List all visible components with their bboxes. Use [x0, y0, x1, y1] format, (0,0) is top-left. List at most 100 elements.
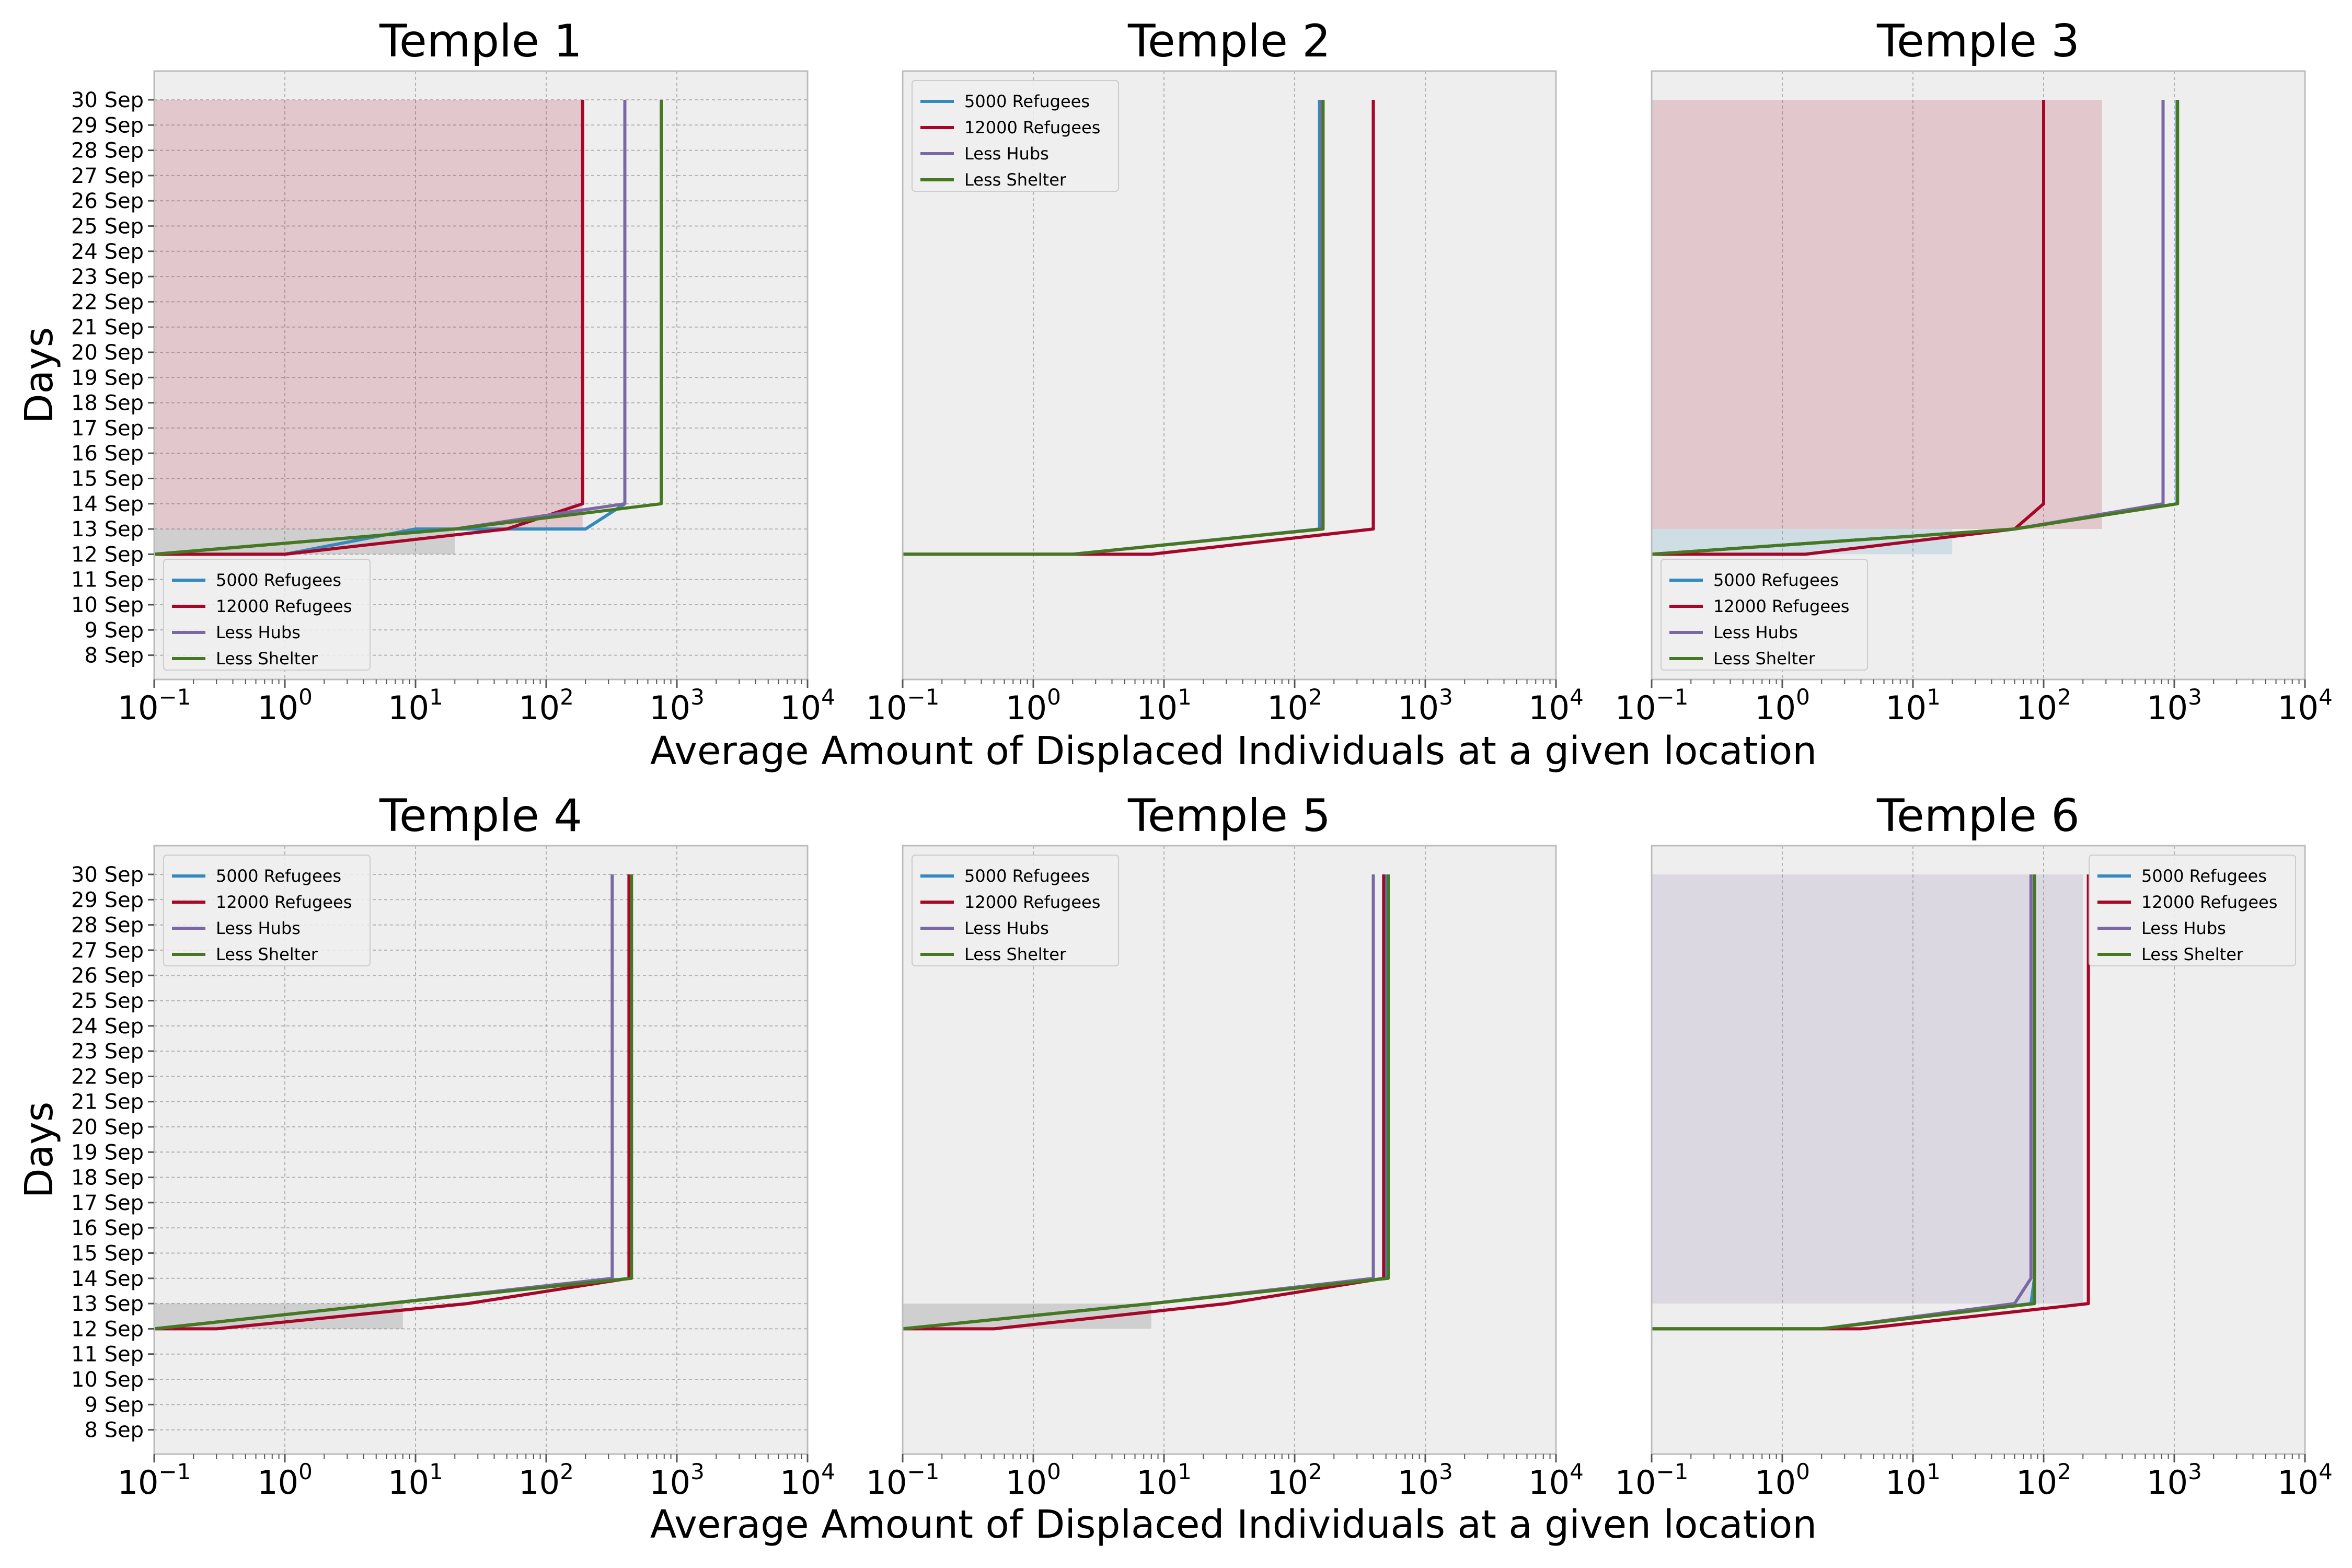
legend: 5000 Refugees 12000 Refugees Less Hubs Less…: [163, 559, 371, 671]
y-tick-label: 16 Sep: [71, 442, 144, 466]
y-tick-label: 12 Sep: [71, 1317, 144, 1341]
legend-box: [163, 855, 371, 966]
y-tick-label: 9 Sep: [84, 1393, 144, 1417]
y-tick-label: 24 Sep: [71, 1014, 144, 1039]
series-line-less-shelter: [902, 874, 1390, 1331]
legend-entry: 5000 Refugees: [964, 866, 1090, 886]
y-tick-label: 14 Sep: [71, 1267, 144, 1291]
series-line-12000-refugees: [154, 100, 584, 556]
y-tick-label: 29 Sep: [71, 888, 144, 912]
legend-entry: Less Shelter: [216, 649, 318, 668]
x-tick-label: 101: [388, 684, 443, 727]
x-tick-label: 101: [1136, 684, 1192, 727]
x-tick-label: 101: [388, 1459, 443, 1502]
y-tick-label: 19 Sep: [71, 366, 144, 390]
confidence-band: [154, 100, 583, 529]
y-tick-label: 29 Sep: [71, 113, 144, 137]
legend-entry: Less Hubs: [2141, 918, 2226, 938]
x-tick-label: 102: [1267, 684, 1322, 727]
y-tick-label: 18 Sep: [71, 1166, 144, 1190]
y-tick-label: 21 Sep: [71, 1090, 144, 1114]
axes-frame: [902, 845, 1557, 1455]
y-tick-label: 16 Sep: [71, 1216, 144, 1240]
y-tick-label: 27 Sep: [71, 939, 144, 963]
y-tick-label: 11 Sep: [71, 568, 144, 592]
subplot-temple-3: 10−1 100 101 102 103 104 Temple 3 5000 Refugees…: [1615, 15, 2333, 727]
x-tick-label: 104: [1528, 684, 1584, 727]
y-tick-label: 11 Sep: [71, 1343, 144, 1367]
y-tick-label: 15 Sep: [71, 1242, 144, 1266]
x-tick-label: 100: [1006, 684, 1061, 727]
y-tick-label: 15 Sep: [71, 467, 144, 491]
legend-entry: 12000 Refugees: [216, 596, 352, 616]
legend-entry: 5000 Refugees: [964, 91, 1090, 111]
legend: 5000 Refugees 12000 Refugees Less Hubs Less…: [912, 80, 1119, 192]
x-tick-label: 100: [1755, 684, 1810, 727]
legend-entry: 5000 Refugees: [216, 570, 341, 590]
x-tick-label: 10−1: [118, 1459, 191, 1502]
legend-box: [163, 559, 371, 671]
y-tick-label: 13 Sep: [71, 1292, 144, 1316]
series-line-less-shelter: [903, 100, 1325, 556]
y-axis-label: Days: [17, 327, 62, 424]
legend-entry: Less Shelter: [964, 944, 1067, 964]
subplot-title: Temple 1: [379, 15, 582, 67]
legend-entry: 5000 Refugees: [216, 866, 341, 886]
x-tick-label: 104: [2277, 684, 2333, 727]
confidence-band: [1652, 874, 2083, 1304]
y-tick-label: 8 Sep: [84, 644, 144, 668]
legend-entry: 12000 Refugees: [2141, 892, 2277, 912]
x-tick-label: 101: [1885, 684, 1941, 727]
series-line-less-shelter: [154, 100, 663, 556]
y-tick-label: 14 Sep: [71, 492, 144, 516]
legend-entry: Less Shelter: [1713, 649, 1816, 668]
y-tick-label: 20 Sep: [71, 341, 144, 365]
x-tick-label: 104: [780, 684, 835, 727]
subplot-title: Temple 5: [1127, 790, 1331, 842]
x-tick-label: 10−1: [866, 1459, 940, 1502]
x-axis-label-bottom-row: Average Amount of Displaced Individuals …: [650, 1502, 1817, 1547]
y-tick-label: 26 Sep: [71, 964, 144, 988]
x-tick-label: 104: [1528, 1459, 1584, 1502]
series-line-less-shelter: [154, 874, 633, 1331]
legend-entry: Less Shelter: [964, 170, 1067, 190]
subplot-title: Temple 6: [1876, 790, 2080, 842]
x-tick-label: 100: [1006, 1459, 1061, 1502]
x-tick-label: 104: [2277, 1459, 2333, 1502]
x-tick-label: 10−1: [118, 684, 191, 727]
legend-entry: Less Hubs: [216, 918, 301, 938]
y-tick-label: 27 Sep: [71, 164, 144, 188]
legend-entry: 12000 Refugees: [964, 892, 1100, 912]
x-tick-label: 10−1: [866, 684, 940, 727]
y-tick-label: 21 Sep: [71, 316, 144, 340]
y-tick-label: 9 Sep: [84, 618, 144, 642]
y-tick-label: 30 Sep: [71, 88, 144, 112]
x-tick-label: 101: [1885, 1459, 1941, 1502]
subplot-title: Temple 2: [1127, 15, 1331, 67]
axes-frame: [902, 70, 1557, 681]
subplot-title: Temple 4: [379, 790, 582, 842]
x-tick-label: 102: [2016, 684, 2071, 727]
y-tick-label: 8 Sep: [84, 1419, 144, 1443]
y-tick-label: 23 Sep: [71, 1040, 144, 1064]
x-tick-label: 103: [1398, 684, 1453, 727]
legend-entry: Less Hubs: [1713, 622, 1798, 642]
legend: 5000 Refugees 12000 Refugees Less Hubs Less…: [2089, 855, 2296, 966]
x-tick-label: 104: [780, 1459, 835, 1502]
legend-entry: 12000 Refugees: [216, 892, 352, 912]
legend-entry: 5000 Refugees: [2141, 866, 2267, 886]
legend-entry: Less Hubs: [216, 622, 301, 642]
y-axis-label: Days: [17, 1102, 62, 1198]
y-tick-label: 25 Sep: [71, 989, 144, 1013]
legend-box: [1661, 559, 1868, 671]
x-tick-label: 100: [257, 684, 313, 727]
x-tick-label: 102: [518, 684, 574, 727]
x-tick-label: 102: [2016, 1459, 2071, 1502]
series-line-less-shelter: [1651, 100, 2180, 556]
x-tick-label: 102: [1267, 1459, 1322, 1502]
x-tick-label: 102: [518, 1459, 574, 1502]
y-tick-label: 12 Sep: [71, 543, 144, 567]
